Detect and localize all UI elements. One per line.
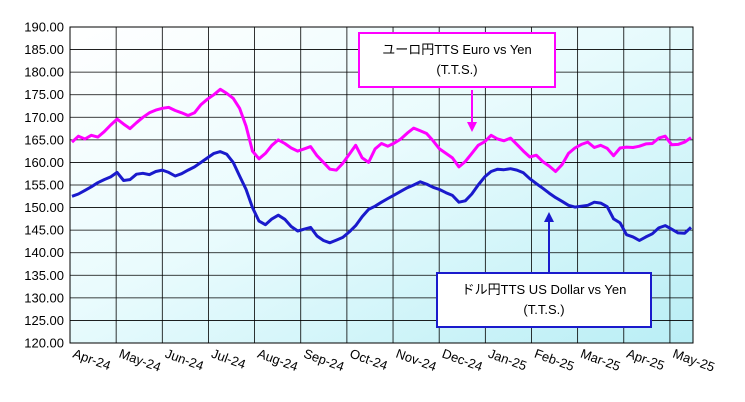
y-tick-label: 175.00: [24, 87, 64, 102]
euro-legend-box: ユーロ円TTS Euro vs Yen (T.T.S.): [358, 32, 556, 88]
y-tick-label: 165.00: [24, 132, 64, 147]
x-axis-ticks: Apr-24 May-24 Jun-24 Jul-24 Aug-24 Sep-24 Oct-…: [71, 346, 717, 375]
y-tick-label: 120.00: [24, 336, 64, 351]
usd-legend-subtitle: (T.T.S.): [523, 302, 565, 317]
y-tick-label: 150.00: [24, 200, 64, 215]
usd-legend-box: ドル円TTS US Dollar vs Yen (T.T.S.): [436, 272, 652, 328]
x-tick-label: May-24: [117, 346, 163, 375]
annotation-arrows: [467, 90, 554, 272]
y-tick-label: 160.00: [24, 155, 64, 170]
x-tick-label: Feb-25: [532, 346, 576, 374]
y-tick-label: 145.00: [24, 223, 64, 238]
y-tick-label: 180.00: [24, 65, 64, 80]
euro-arrow-head: [467, 122, 477, 132]
series-line-usd: [71, 150, 693, 245]
x-tick-label: Mar-25: [579, 346, 623, 374]
series-line-euro: [70, 87, 692, 173]
x-tick-label: Sep-24: [302, 346, 347, 374]
x-tick-label: Dec-24: [440, 346, 485, 374]
y-tick-label: 185.00: [24, 42, 64, 57]
y-tick-label: 135.00: [24, 268, 64, 283]
y-axis-ticks: 190.00 185.00 180.00 175.00 170.00 165.00 160.…: [24, 20, 64, 351]
y-tick-label: 130.00: [24, 290, 64, 305]
y-tick-label: 190.00: [24, 20, 64, 35]
x-tick-label: Jan-25: [486, 346, 528, 374]
usd-legend-title: ドル円TTS US Dollar vs Yen: [461, 282, 627, 297]
x-tick-label: Oct-24: [348, 346, 390, 373]
x-tick-label: May-25: [671, 346, 717, 375]
plot-frame: [69, 26, 694, 344]
usd-arrow-head: [544, 212, 554, 222]
x-tick-label: Apr-25: [625, 346, 667, 373]
x-tick-label: Aug-24: [256, 346, 301, 374]
x-tick-label: Jul-24: [209, 346, 247, 372]
euro-legend-subtitle: (T.T.S.): [436, 62, 478, 77]
y-tick-label: 170.00: [24, 110, 64, 125]
euro-legend-title: ユーロ円TTS Euro vs Yen: [382, 42, 532, 57]
x-tick-label: Nov-24: [394, 346, 439, 374]
x-tick-label: Jun-24: [163, 346, 205, 374]
y-tick-label: 140.00: [24, 245, 64, 260]
y-tick-label: 155.00: [24, 178, 64, 193]
y-tick-label: 125.00: [24, 313, 64, 328]
x-tick-label: Apr-24: [71, 346, 113, 373]
